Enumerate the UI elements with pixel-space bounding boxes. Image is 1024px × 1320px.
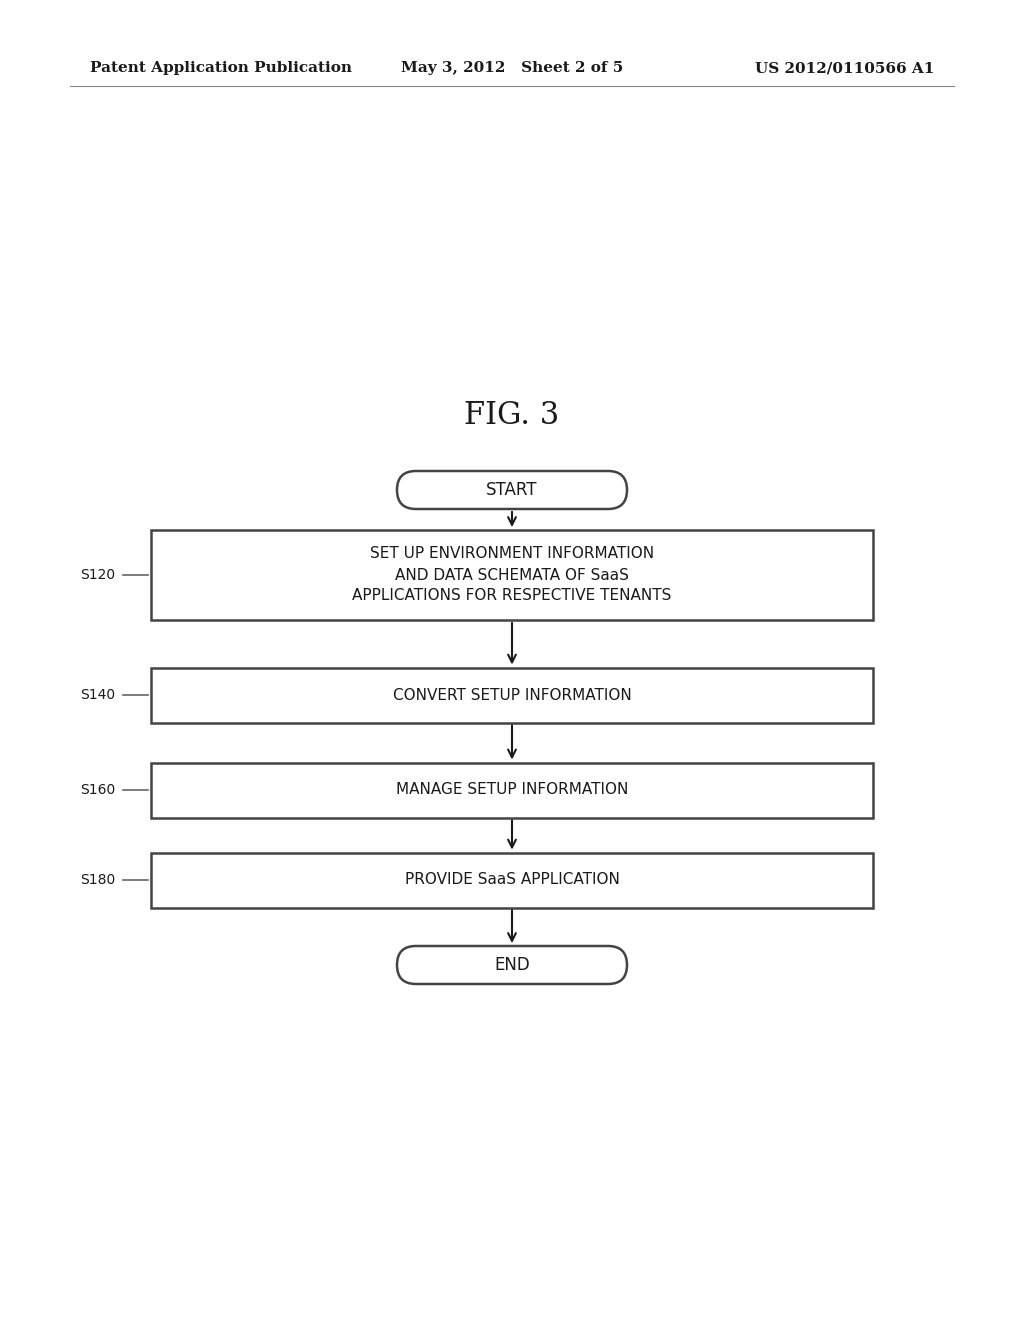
Text: SET UP ENVIRONMENT INFORMATION
AND DATA SCHEMATA OF SaaS
APPLICATIONS FOR RESPEC: SET UP ENVIRONMENT INFORMATION AND DATA … (352, 546, 672, 603)
FancyBboxPatch shape (397, 946, 627, 983)
Bar (151, 531, 873, 620)
Text: Patent Application Publication: Patent Application Publication (90, 61, 352, 75)
Text: FIG. 3: FIG. 3 (464, 400, 560, 430)
Text: START: START (486, 480, 538, 499)
Text: US 2012/0110566 A1: US 2012/0110566 A1 (755, 61, 934, 75)
Bar (151, 763, 873, 817)
Text: S120: S120 (80, 568, 115, 582)
Text: CONVERT SETUP INFORMATION: CONVERT SETUP INFORMATION (392, 688, 632, 702)
Text: S160: S160 (80, 783, 115, 797)
Text: END: END (495, 956, 529, 974)
Text: S140: S140 (80, 688, 115, 702)
Text: MANAGE SETUP INFORMATION: MANAGE SETUP INFORMATION (396, 783, 628, 797)
Text: PROVIDE SaaS APPLICATION: PROVIDE SaaS APPLICATION (404, 873, 620, 887)
FancyBboxPatch shape (397, 471, 627, 510)
Bar (151, 668, 873, 722)
Text: May 3, 2012   Sheet 2 of 5: May 3, 2012 Sheet 2 of 5 (400, 61, 624, 75)
Bar (151, 853, 873, 908)
Text: S180: S180 (80, 873, 115, 887)
